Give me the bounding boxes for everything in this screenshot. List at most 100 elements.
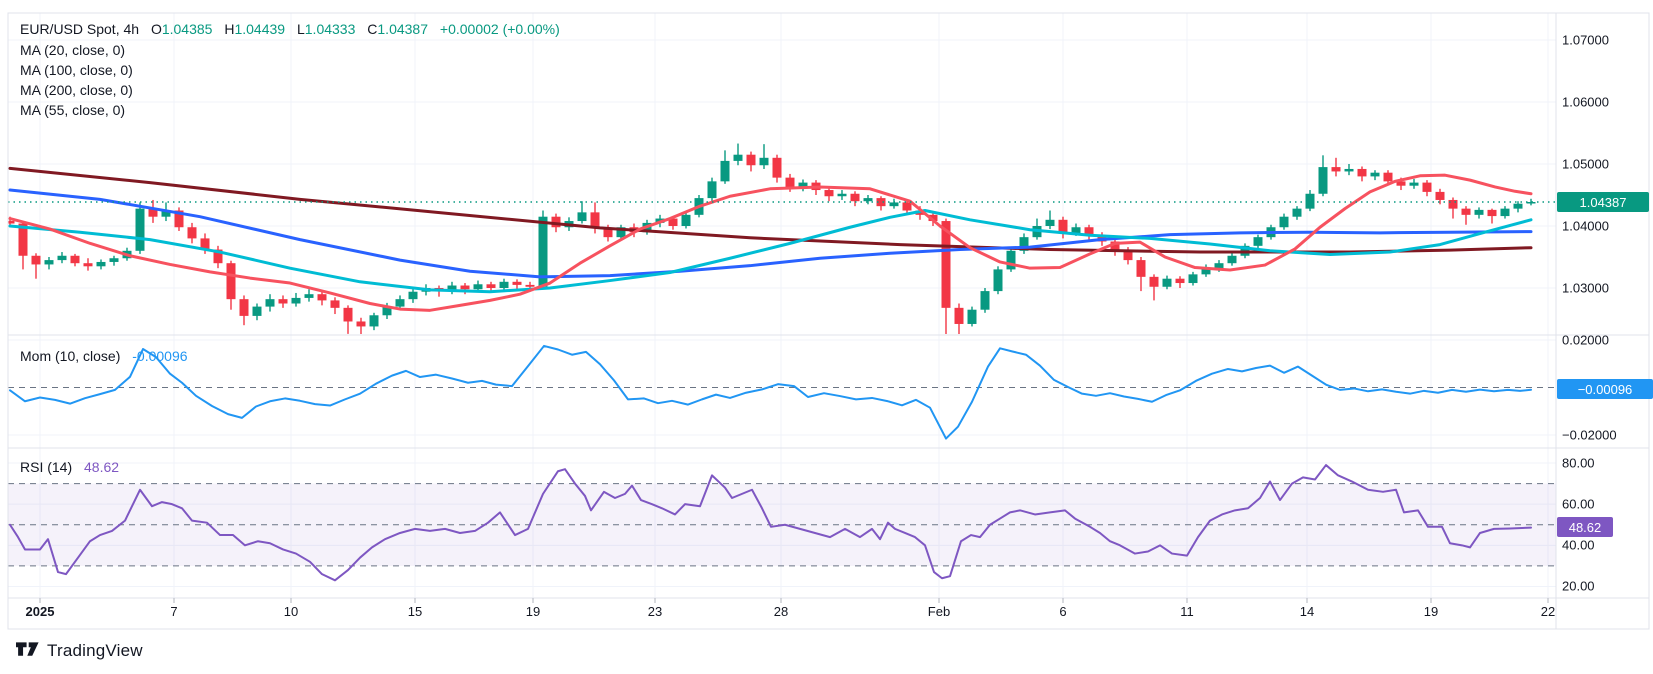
candle	[343, 307, 353, 322]
panel-frame	[7, 12, 1650, 630]
candle	[1292, 208, 1302, 217]
candle	[785, 177, 795, 188]
ma-20-legend[interactable]: MA (20, close, 0)	[20, 42, 125, 58]
candle	[993, 269, 1003, 292]
candle	[44, 260, 54, 265]
low-value: 1.04333	[304, 21, 356, 37]
candle	[967, 309, 977, 324]
candle	[70, 255, 80, 264]
candle	[1448, 199, 1458, 209]
candle	[278, 299, 288, 304]
candle	[707, 181, 717, 199]
rsi-tick-label: 80.00	[1562, 455, 1595, 471]
candle	[902, 202, 912, 211]
momentum-value: -0.00096	[132, 348, 188, 364]
price-tick-label: 1.05000	[1562, 156, 1609, 172]
candle	[265, 299, 275, 307]
rsi-tick-label: 60.00	[1562, 496, 1595, 512]
candle	[603, 228, 613, 238]
candle	[1526, 202, 1536, 204]
rsi-tick-label: 20.00	[1562, 578, 1595, 594]
candle	[200, 238, 210, 250]
candle	[226, 263, 236, 300]
rsi-legend[interactable]: RSI (14) 48.62	[20, 459, 119, 475]
momentum-legend[interactable]: Mom (10, close) -0.00096	[20, 348, 188, 364]
candle	[1357, 168, 1367, 177]
ma-200-label: MA (200, close, 0)	[20, 82, 133, 98]
candle	[1461, 208, 1471, 215]
tradingview-brand[interactable]: TradingView	[47, 641, 143, 660]
candle	[1435, 191, 1445, 200]
candle	[733, 154, 743, 161]
candle	[941, 221, 951, 308]
symbol-title: EUR/USD Spot, 4h	[20, 21, 140, 37]
candle	[1214, 263, 1224, 269]
candle	[1006, 250, 1016, 270]
candle	[850, 193, 860, 202]
candle	[1149, 276, 1159, 287]
ma-20-label: MA (20, close, 0)	[20, 42, 126, 58]
candle	[590, 212, 600, 229]
candle	[135, 208, 145, 251]
candle	[512, 281, 522, 285]
grid-lines	[8, 13, 1556, 598]
candle	[369, 315, 379, 327]
price-tick-label: 1.06000	[1562, 94, 1609, 110]
candle	[395, 299, 405, 307]
time-tick-label: 6	[1059, 604, 1067, 619]
candle	[837, 193, 847, 197]
price-tick-label: 1.04000	[1562, 218, 1609, 234]
candle	[1110, 241, 1120, 251]
candle	[1422, 182, 1432, 192]
time-tick-label: 11	[1180, 604, 1194, 619]
candle	[759, 157, 769, 166]
candle	[304, 294, 314, 298]
rsi-tick-label: 40.00	[1562, 537, 1595, 553]
ma-lines	[8, 166, 1533, 312]
candle	[1513, 203, 1523, 209]
candle	[57, 255, 67, 261]
candle	[1279, 216, 1289, 228]
candle	[1318, 167, 1328, 194]
candle	[317, 294, 327, 301]
rsi-value-badge: 48.62	[1557, 517, 1613, 537]
candle	[408, 291, 418, 300]
tradingview-footer[interactable]: TradingView	[16, 641, 143, 661]
candle	[889, 202, 899, 207]
momentum-tick-label: −0.02000	[1562, 427, 1617, 443]
high-label: H	[224, 21, 235, 37]
candle	[720, 160, 730, 182]
candle	[473, 284, 483, 290]
candle	[161, 210, 171, 217]
candle	[174, 210, 184, 228]
change-value: +0.00002 (+0.00%)	[439, 21, 560, 37]
candle	[824, 190, 834, 197]
candle	[746, 154, 756, 166]
ma-200-legend[interactable]: MA (200, close, 0)	[20, 82, 133, 98]
candle	[148, 208, 158, 217]
ma-55-legend[interactable]: MA (55, close, 0)	[20, 102, 125, 118]
candle	[1305, 193, 1315, 209]
low-label: L	[296, 21, 305, 37]
close-label: C	[367, 21, 378, 37]
price-tick-label: 1.03000	[1562, 280, 1609, 296]
tradingview-logo-icon	[16, 641, 39, 656]
candle	[863, 198, 873, 202]
symbol-legend[interactable]: EUR/USD Spot, 4h O1.04385 H1.04439 L1.04…	[20, 21, 560, 37]
rsi-label: RSI (14)	[20, 459, 73, 475]
momentum-tick-label: 0.02000	[1562, 332, 1609, 348]
candle	[980, 291, 990, 310]
candle	[1162, 278, 1172, 287]
candle	[1474, 209, 1484, 215]
candle	[356, 321, 366, 327]
candle	[1201, 268, 1211, 275]
momentum-label: Mom (10, close)	[20, 348, 121, 364]
candle	[187, 227, 197, 239]
candle	[18, 223, 28, 256]
candle	[1344, 168, 1354, 172]
ma-100-legend[interactable]: MA (100, close, 0)	[20, 62, 133, 78]
current-price-badge: 1.04387	[1557, 192, 1649, 212]
ma-100-label: MA (100, close, 0)	[20, 62, 133, 78]
